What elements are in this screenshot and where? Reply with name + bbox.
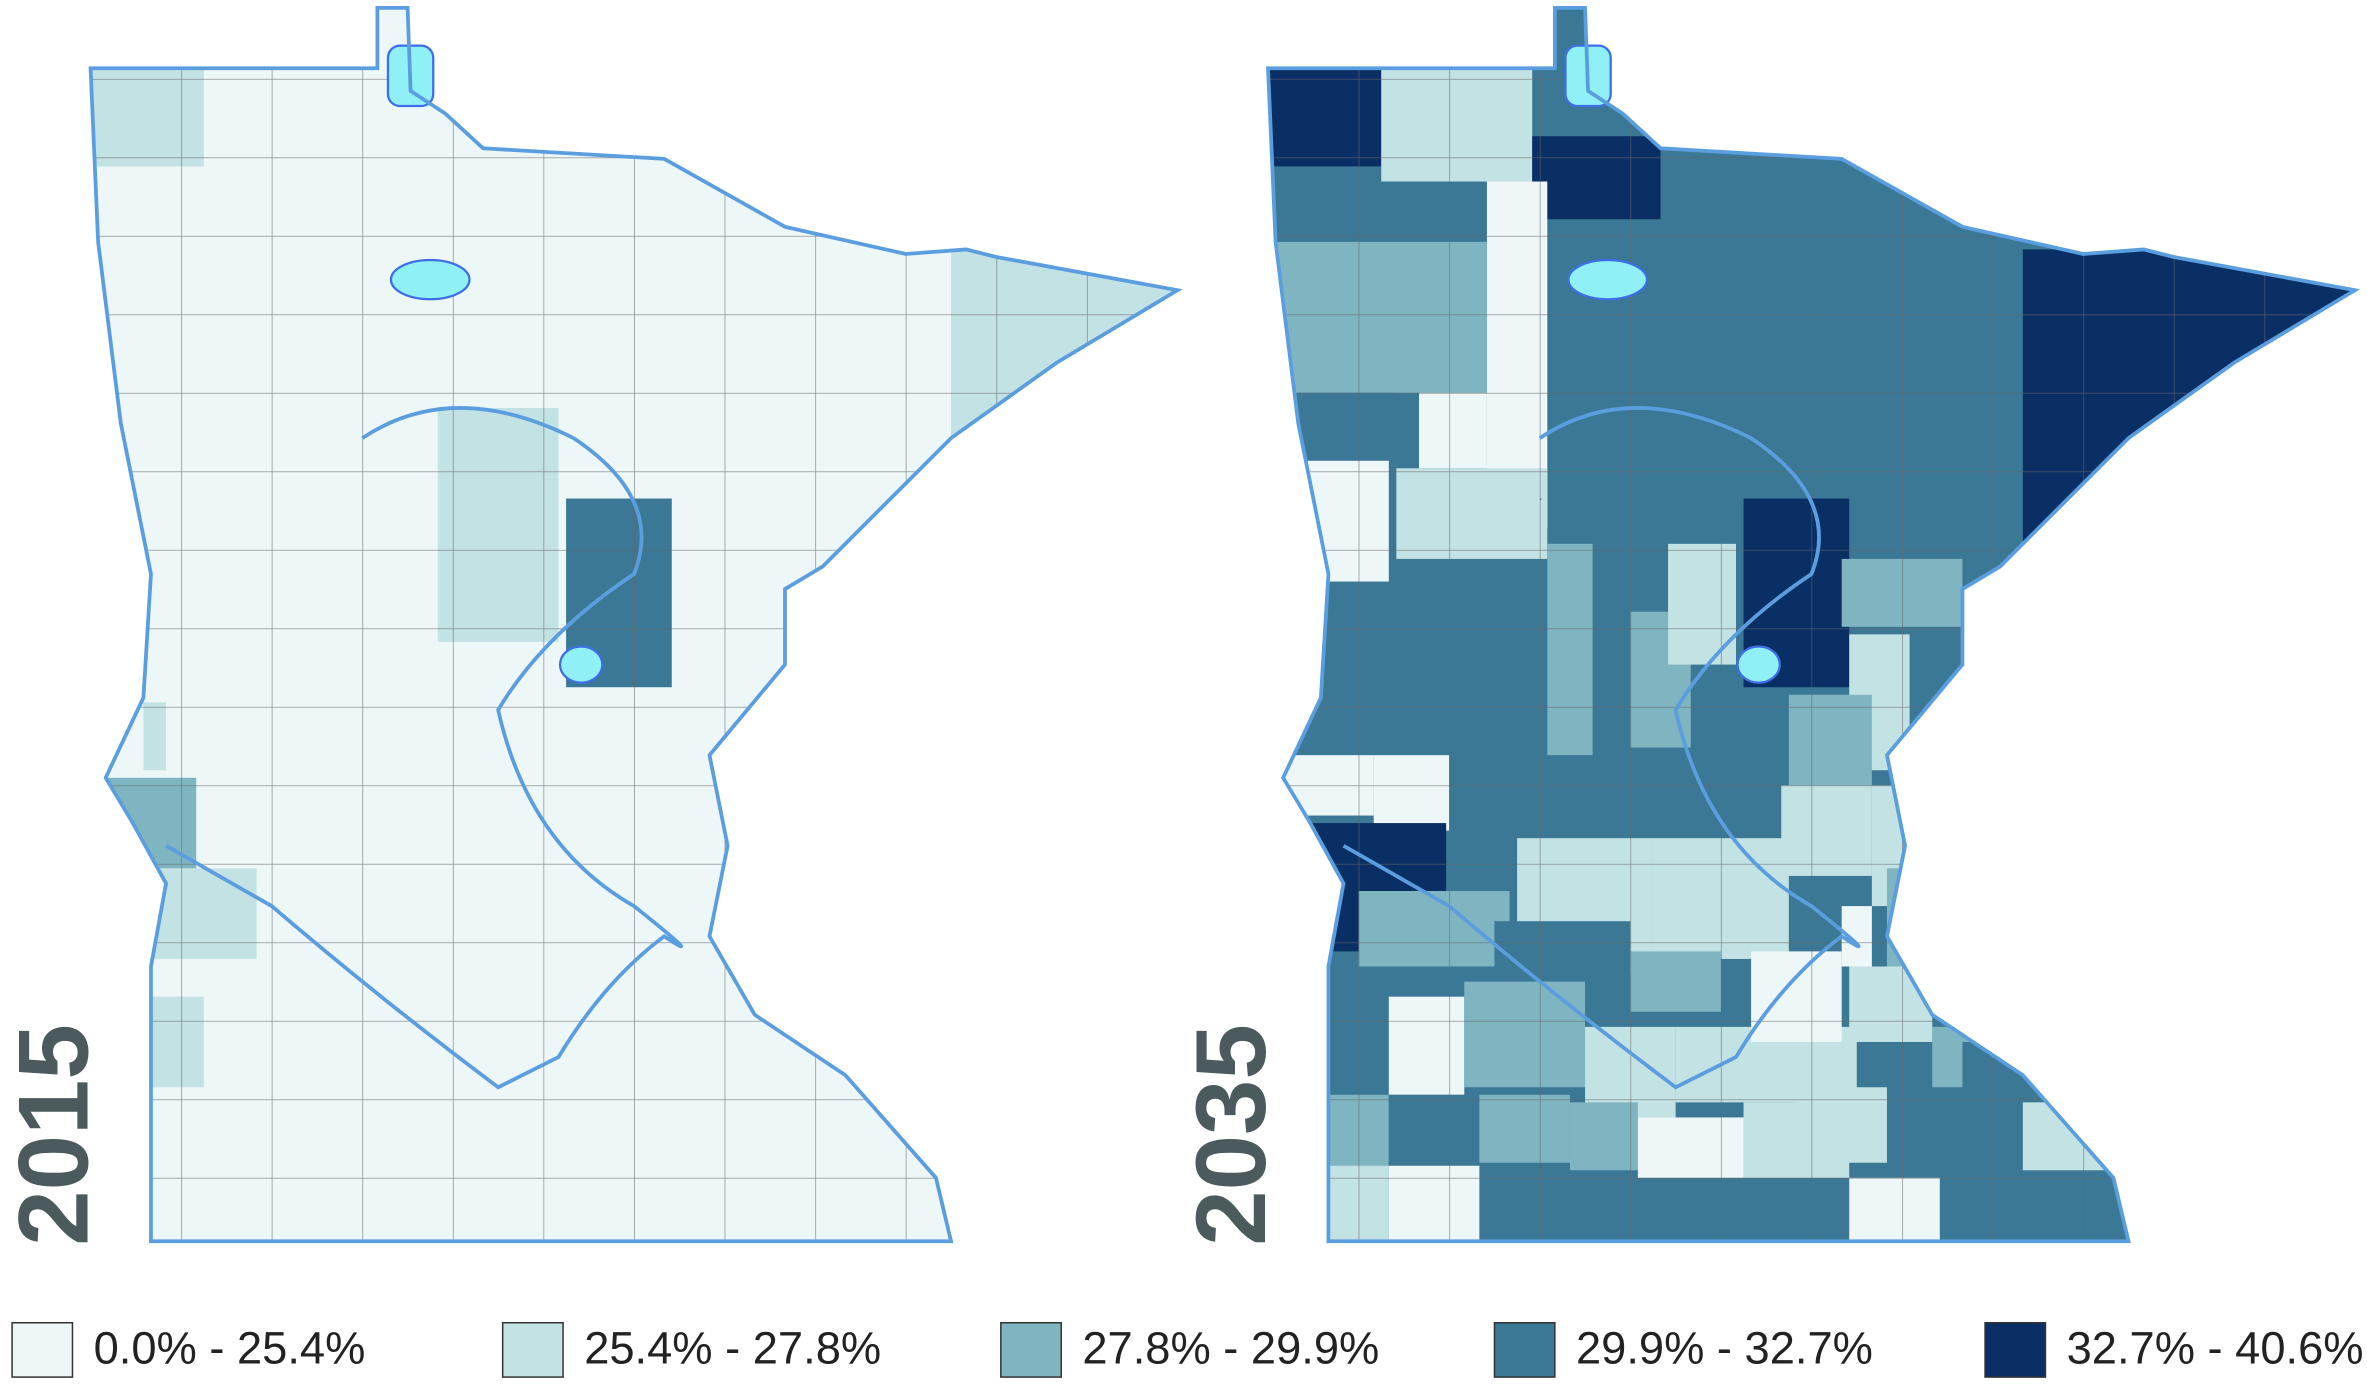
legend-label: 0.0% - 25.4% [94, 1322, 366, 1373]
lake [389, 258, 471, 301]
legend-label: 25.4% - 27.8% [584, 1322, 881, 1373]
state-map: 2015 [0, 6, 1180, 1246]
lake [1567, 258, 1649, 301]
legend-swatch [1493, 1321, 1556, 1378]
river [165, 406, 684, 1090]
river [1342, 406, 1861, 1090]
state-map: 2035 [1176, 6, 2357, 1246]
legend-swatch [1984, 1321, 2047, 1378]
map-year-label: 2035 [1176, 1024, 1287, 1246]
legend-swatch [11, 1321, 74, 1378]
legend-swatch [1000, 1321, 1062, 1378]
lake [1736, 645, 1781, 684]
lake [558, 645, 604, 684]
county-patches [90, 7, 1178, 1242]
legend-label: 27.8% - 29.9% [1082, 1322, 1379, 1373]
legend: 0.0% - 25.4% 25.4% - 27.8% 27.8% - 29.9% 29… [11, 1321, 2364, 1378]
legend-label: 29.9% - 32.7% [1576, 1322, 1873, 1373]
legend-swatch [501, 1321, 564, 1378]
legend-label: 32.7% - 40.6% [2067, 1322, 2364, 1373]
map-year-label: 2015 [0, 1024, 110, 1246]
county-borders [90, 7, 1178, 1242]
county [1939, 936, 1942, 938]
